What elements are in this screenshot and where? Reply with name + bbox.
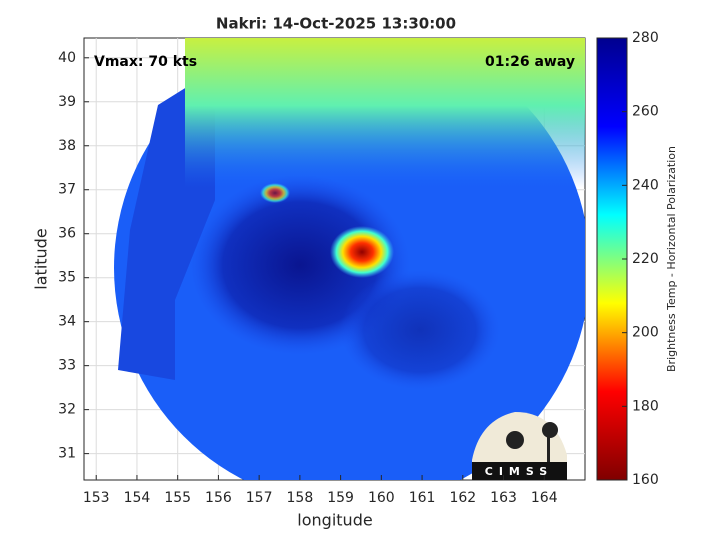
colorbar-tick-label: 160 <box>632 472 659 488</box>
x-tick-label: 157 <box>246 490 273 506</box>
annotation: 01:26 away <box>485 54 575 70</box>
swath-image <box>114 38 585 480</box>
y-tick-label: 40 <box>58 50 76 66</box>
x-tick-label: 153 <box>83 490 110 506</box>
annotation: Vmax: 70 kts <box>94 54 197 70</box>
x-tick-label: 163 <box>490 490 517 506</box>
y-tick-label: 36 <box>58 226 76 242</box>
x-tick-label: 159 <box>327 490 354 506</box>
x-tick-label: 154 <box>124 490 151 506</box>
colorbar-tick-label: 180 <box>632 398 659 414</box>
x-tick-label: 155 <box>164 490 191 506</box>
y-tick-label: 31 <box>58 446 76 462</box>
x-tick-label: 158 <box>287 490 314 506</box>
y-tick-label: 33 <box>58 358 76 374</box>
x-tick-label: 164 <box>531 490 558 506</box>
x-tick-label: 161 <box>409 490 436 506</box>
x-tick-label: 162 <box>449 490 476 506</box>
y-tick-label: 35 <box>58 270 76 286</box>
colorbar-tick-label: 280 <box>632 30 659 46</box>
colorbar-label: Brightness Temp - Horizontal Polarizatio… <box>665 146 678 372</box>
y-tick-label: 37 <box>58 182 76 198</box>
x-tick-label: 156 <box>205 490 232 506</box>
colorbar-tick-label: 200 <box>632 325 659 341</box>
chart-title: Nakri: 14-Oct-2025 13:30:00 <box>216 15 456 33</box>
x-axis-label: longitude <box>297 511 372 530</box>
cimss-logo: CIMSS <box>472 412 567 480</box>
x-tick-label: 160 <box>368 490 395 506</box>
colorbar-tick-label: 220 <box>632 251 659 267</box>
colorbar-tick-label: 260 <box>632 104 659 120</box>
logo-text: CIMSS <box>485 465 553 478</box>
colorbar-tick-label: 240 <box>632 177 659 193</box>
y-tick-label: 39 <box>58 94 76 110</box>
y-tick-label: 34 <box>58 314 76 330</box>
y-tick-label: 38 <box>58 138 76 154</box>
y-axis-label: latitude <box>32 228 51 289</box>
y-tick-label: 32 <box>58 402 76 418</box>
